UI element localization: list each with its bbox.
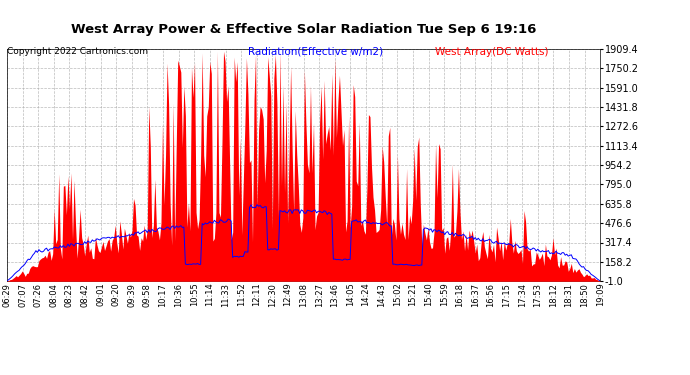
Text: Copyright 2022 Cartronics.com: Copyright 2022 Cartronics.com — [7, 47, 148, 56]
Text: West Array Power & Effective Solar Radiation Tue Sep 6 19:16: West Array Power & Effective Solar Radia… — [71, 22, 536, 36]
Text: West Array(DC Watts): West Array(DC Watts) — [435, 47, 548, 57]
Text: Radiation(Effective w/m2): Radiation(Effective w/m2) — [248, 47, 384, 57]
